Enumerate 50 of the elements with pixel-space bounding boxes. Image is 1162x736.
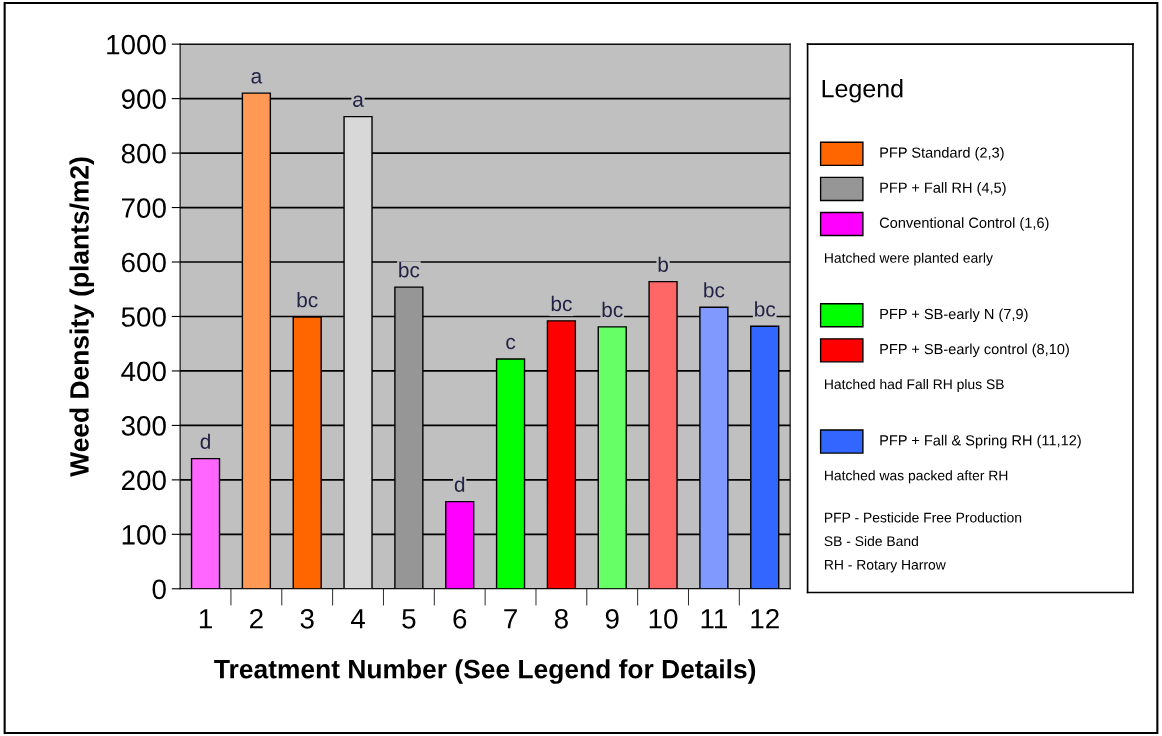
annotation: bc (704, 282, 725, 298)
y-tick-label: 0 (152, 579, 166, 600)
x-tick-label: 5 (402, 609, 416, 629)
text: RH - Rotary Harrow (825, 559, 946, 573)
text: SB - Side Band (824, 535, 918, 547)
annotation: d (454, 476, 465, 492)
annotation: b (658, 256, 668, 272)
legend-label: PFP + SB-early control (8,10) (880, 343, 1069, 358)
legend-label: PFP + SB-early N (7,9) (880, 308, 1028, 323)
x-tick-label: 6 (453, 608, 467, 629)
legend-label: PFP + Fall RH (4,5) (880, 182, 1006, 196)
x-tick-label: 7 (504, 609, 517, 629)
x-tick-label: 12 (751, 608, 779, 629)
x-tick-label: 11 (701, 609, 727, 629)
x-tick-label: 10 (649, 608, 678, 629)
x-tick-label: 8 (554, 608, 568, 629)
annotation: bc (755, 301, 776, 317)
legend-label: PFP Standard (2,3) (880, 147, 1004, 161)
y-tick-label: 400 (121, 361, 166, 382)
legend-title: Legend (822, 79, 903, 103)
annotation: a (251, 72, 263, 84)
annotation: bc (297, 292, 318, 308)
y-tick-label: 700 (122, 198, 166, 218)
x-tick-label: 2 (250, 608, 263, 629)
annotation: bc (551, 295, 572, 312)
x-tick-label: 1 (199, 609, 212, 629)
text: Hatched had Fall RH plus SB (825, 378, 1004, 392)
legend-label: Conventional Control (1,6) (879, 217, 1049, 231)
annotation: d (200, 433, 210, 449)
annotation: bc (399, 262, 420, 278)
y-axis-title: Weed Density (plants/m2) (69, 157, 95, 477)
y-tick-label: 1000 (107, 34, 166, 55)
y-tick-label: 300 (121, 416, 166, 436)
y-tick-label: 200 (121, 470, 166, 491)
annotation: c (506, 337, 516, 350)
y-tick-label: 800 (121, 143, 166, 164)
y-tick-label: 100 (122, 525, 166, 545)
text: Hatched were planted early (825, 252, 993, 266)
text: Hatched was packed after RH (825, 470, 1008, 484)
annotation: bc (602, 301, 623, 318)
x-axis-title: Treatment Number (See Legend for Details) (214, 659, 756, 684)
x-tick-label: 3 (300, 608, 314, 629)
x-tick-label: 9 (605, 608, 619, 629)
annotation: a (353, 95, 364, 107)
y-tick-label: 500 (121, 307, 166, 327)
text: PFP - Pesticide Free Production (825, 512, 1022, 523)
y-tick-label: 900 (121, 89, 166, 109)
x-tick-label: 4 (350, 609, 365, 629)
y-tick-label: 600 (121, 252, 166, 273)
legend-label: PFP + Fall & Spring RH (11,12) (880, 434, 1081, 449)
